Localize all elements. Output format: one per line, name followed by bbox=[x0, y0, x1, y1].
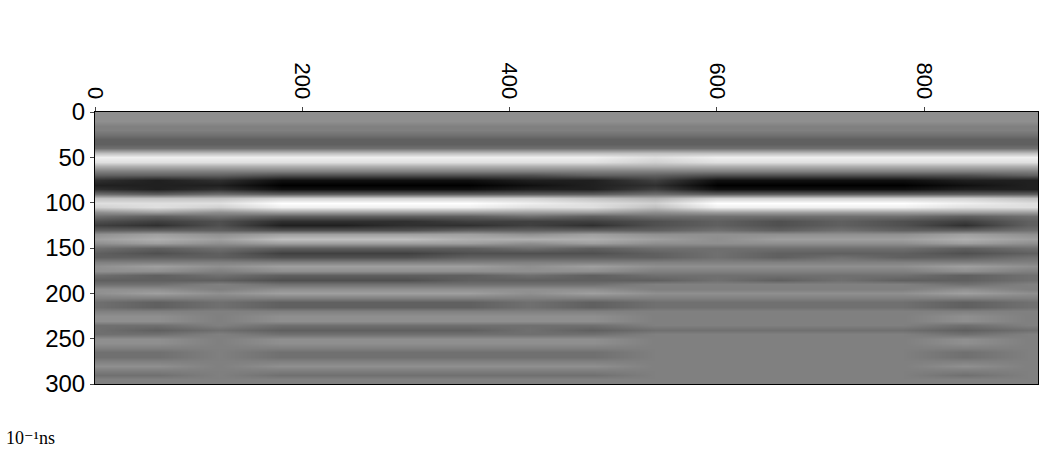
svg-text:0: 0 bbox=[83, 87, 108, 99]
svg-text:400: 400 bbox=[497, 63, 522, 100]
svg-text:800: 800 bbox=[912, 63, 937, 100]
svg-text:100: 100 bbox=[45, 189, 85, 216]
svg-text:0: 0 bbox=[72, 98, 85, 125]
svg-text:150: 150 bbox=[45, 234, 85, 261]
svg-text:50: 50 bbox=[58, 144, 85, 171]
svg-text:250: 250 bbox=[45, 325, 85, 352]
svg-text:200: 200 bbox=[290, 63, 315, 100]
svg-text:10⁻¹ns: 10⁻¹ns bbox=[6, 428, 55, 448]
svg-text:200: 200 bbox=[45, 280, 85, 307]
svg-text:600: 600 bbox=[705, 63, 730, 100]
svg-text:300: 300 bbox=[45, 370, 85, 397]
